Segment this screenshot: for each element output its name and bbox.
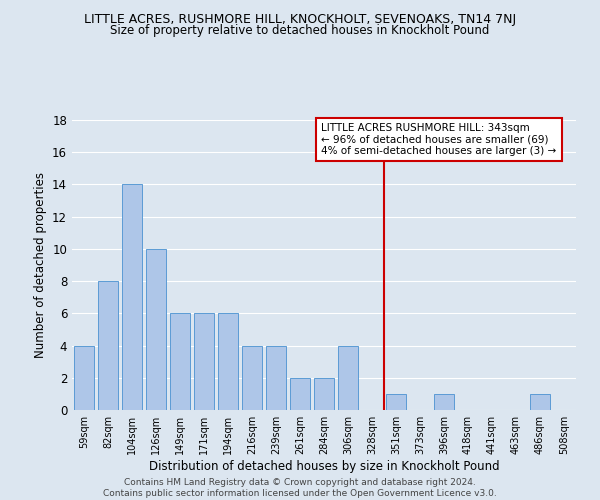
Bar	[194, 314, 214, 410]
Text: Contains HM Land Registry data © Crown copyright and database right 2024.
Contai: Contains HM Land Registry data © Crown c…	[103, 478, 497, 498]
Bar	[386, 394, 406, 410]
Text: LITTLE ACRES RUSHMORE HILL: 343sqm
← 96% of detached houses are smaller (69)
4% : LITTLE ACRES RUSHMORE HILL: 343sqm ← 96%…	[322, 123, 557, 156]
Bar	[242, 346, 262, 410]
Bar	[314, 378, 334, 410]
Bar	[338, 346, 358, 410]
Bar	[434, 394, 454, 410]
Bar	[530, 394, 550, 410]
Bar	[98, 281, 118, 410]
Bar	[218, 314, 238, 410]
Bar	[74, 346, 94, 410]
Text: Size of property relative to detached houses in Knockholt Pound: Size of property relative to detached ho…	[110, 24, 490, 37]
Text: LITTLE ACRES, RUSHMORE HILL, KNOCKHOLT, SEVENOAKS, TN14 7NJ: LITTLE ACRES, RUSHMORE HILL, KNOCKHOLT, …	[84, 12, 516, 26]
Bar	[170, 314, 190, 410]
X-axis label: Distribution of detached houses by size in Knockholt Pound: Distribution of detached houses by size …	[149, 460, 499, 472]
Bar	[146, 249, 166, 410]
Y-axis label: Number of detached properties: Number of detached properties	[34, 172, 47, 358]
Bar	[290, 378, 310, 410]
Bar	[122, 184, 142, 410]
Bar	[266, 346, 286, 410]
